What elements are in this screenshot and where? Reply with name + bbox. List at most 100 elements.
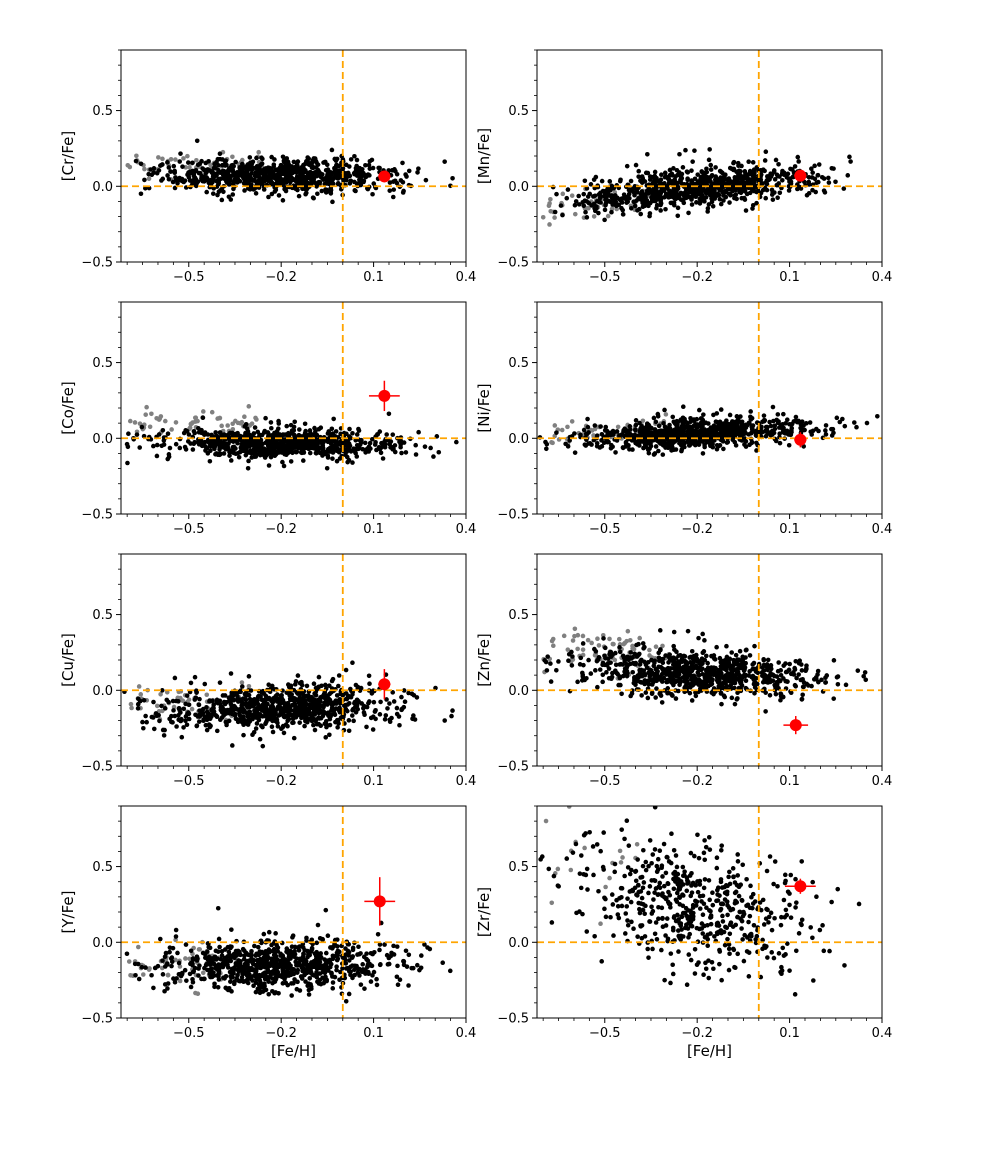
sample-point xyxy=(675,419,681,425)
sample-point xyxy=(336,673,342,678)
sample-point xyxy=(296,193,302,199)
sample-point xyxy=(252,425,258,430)
sample-point xyxy=(675,205,681,211)
sample-point xyxy=(277,432,282,437)
sample-point xyxy=(262,446,267,452)
sample-point xyxy=(721,446,726,452)
sample-point xyxy=(231,707,236,713)
sample-point xyxy=(658,428,663,434)
sample-point xyxy=(245,466,251,471)
sample-point xyxy=(560,212,565,218)
sample-point xyxy=(323,190,329,195)
sample-point xyxy=(662,170,668,176)
sample-point xyxy=(677,151,682,157)
sample-point xyxy=(275,724,281,729)
sample-point-gray xyxy=(144,404,149,410)
x-tick-label: −0.5 xyxy=(173,774,205,789)
sample-point xyxy=(717,196,723,202)
sample-point-gray xyxy=(138,692,144,697)
sample-point xyxy=(708,167,714,172)
sample-point xyxy=(654,206,659,211)
sample-point xyxy=(267,443,273,448)
sample-point xyxy=(777,440,783,446)
sample-point xyxy=(207,724,213,730)
sample-point xyxy=(280,698,286,703)
sample-point xyxy=(330,450,336,455)
sample-point-gray xyxy=(160,156,165,162)
sample-point-gray xyxy=(173,157,178,162)
plot-area xyxy=(121,554,466,766)
sample-point xyxy=(841,186,847,191)
sample-point xyxy=(185,160,191,165)
sample-point xyxy=(819,174,825,180)
sample-point xyxy=(269,683,275,689)
sample-point xyxy=(697,407,702,413)
x-tick-label: −0.5 xyxy=(589,522,621,537)
sample-point xyxy=(199,177,204,182)
sample-point xyxy=(597,445,603,450)
sample-point xyxy=(297,690,303,695)
sample-point-gray xyxy=(549,638,555,644)
sample-point xyxy=(198,711,204,717)
sample-point xyxy=(829,426,834,432)
sample-point xyxy=(742,442,747,447)
sample-point xyxy=(238,433,243,439)
sample-point xyxy=(399,694,404,700)
sample-point xyxy=(678,426,683,432)
sample-point xyxy=(564,195,570,201)
sample-point xyxy=(378,450,384,456)
sample-point xyxy=(189,178,194,184)
sample-point xyxy=(816,162,822,167)
sample-point xyxy=(238,164,244,170)
sample-point-gray xyxy=(253,415,258,421)
sample-point xyxy=(633,427,638,433)
sample-point xyxy=(671,194,676,200)
x-tick-label: 0.1 xyxy=(363,522,384,537)
plot-area xyxy=(121,302,466,514)
x-tick-label: −0.5 xyxy=(173,522,205,537)
sample-point xyxy=(329,678,335,684)
x-tick-label: 0.4 xyxy=(456,270,477,285)
sample-point-gray xyxy=(549,440,554,445)
sample-point xyxy=(603,424,609,430)
sample-point xyxy=(588,671,594,676)
sample-point xyxy=(219,186,225,192)
sample-point xyxy=(646,190,651,196)
sample-point xyxy=(343,706,349,712)
sample-point xyxy=(253,726,259,731)
sample-point xyxy=(329,705,335,711)
sample-point xyxy=(647,211,653,216)
sample-point xyxy=(305,433,310,439)
sample-point xyxy=(633,440,638,446)
sample-point xyxy=(823,423,829,428)
sample-point xyxy=(255,701,261,707)
sample-point xyxy=(165,160,170,165)
sample-point xyxy=(259,723,264,728)
sample-point xyxy=(301,694,306,699)
sample-point xyxy=(347,181,353,186)
sample-point xyxy=(316,715,321,721)
sample-point xyxy=(639,198,645,203)
sample-point xyxy=(584,186,590,191)
sample-point xyxy=(601,193,607,199)
sample-point-gray xyxy=(156,155,161,160)
sample-point xyxy=(325,167,331,172)
sample-point xyxy=(159,703,164,709)
sample-point xyxy=(280,198,286,203)
sample-point-gray xyxy=(132,420,138,425)
sample-point xyxy=(661,420,666,426)
sample-point xyxy=(806,182,812,187)
sample-point-gray xyxy=(569,419,575,424)
sample-point-gray xyxy=(569,193,575,198)
sample-point xyxy=(296,180,301,185)
sample-point-gray xyxy=(585,637,591,643)
sample-point xyxy=(224,722,229,728)
sample-point xyxy=(249,450,254,456)
sample-point xyxy=(431,454,436,459)
sample-point xyxy=(633,422,639,428)
sample-point xyxy=(197,696,202,702)
sample-point xyxy=(336,721,341,726)
sample-point-gray xyxy=(605,213,611,219)
sample-point xyxy=(226,166,232,171)
sample-point xyxy=(313,429,318,434)
